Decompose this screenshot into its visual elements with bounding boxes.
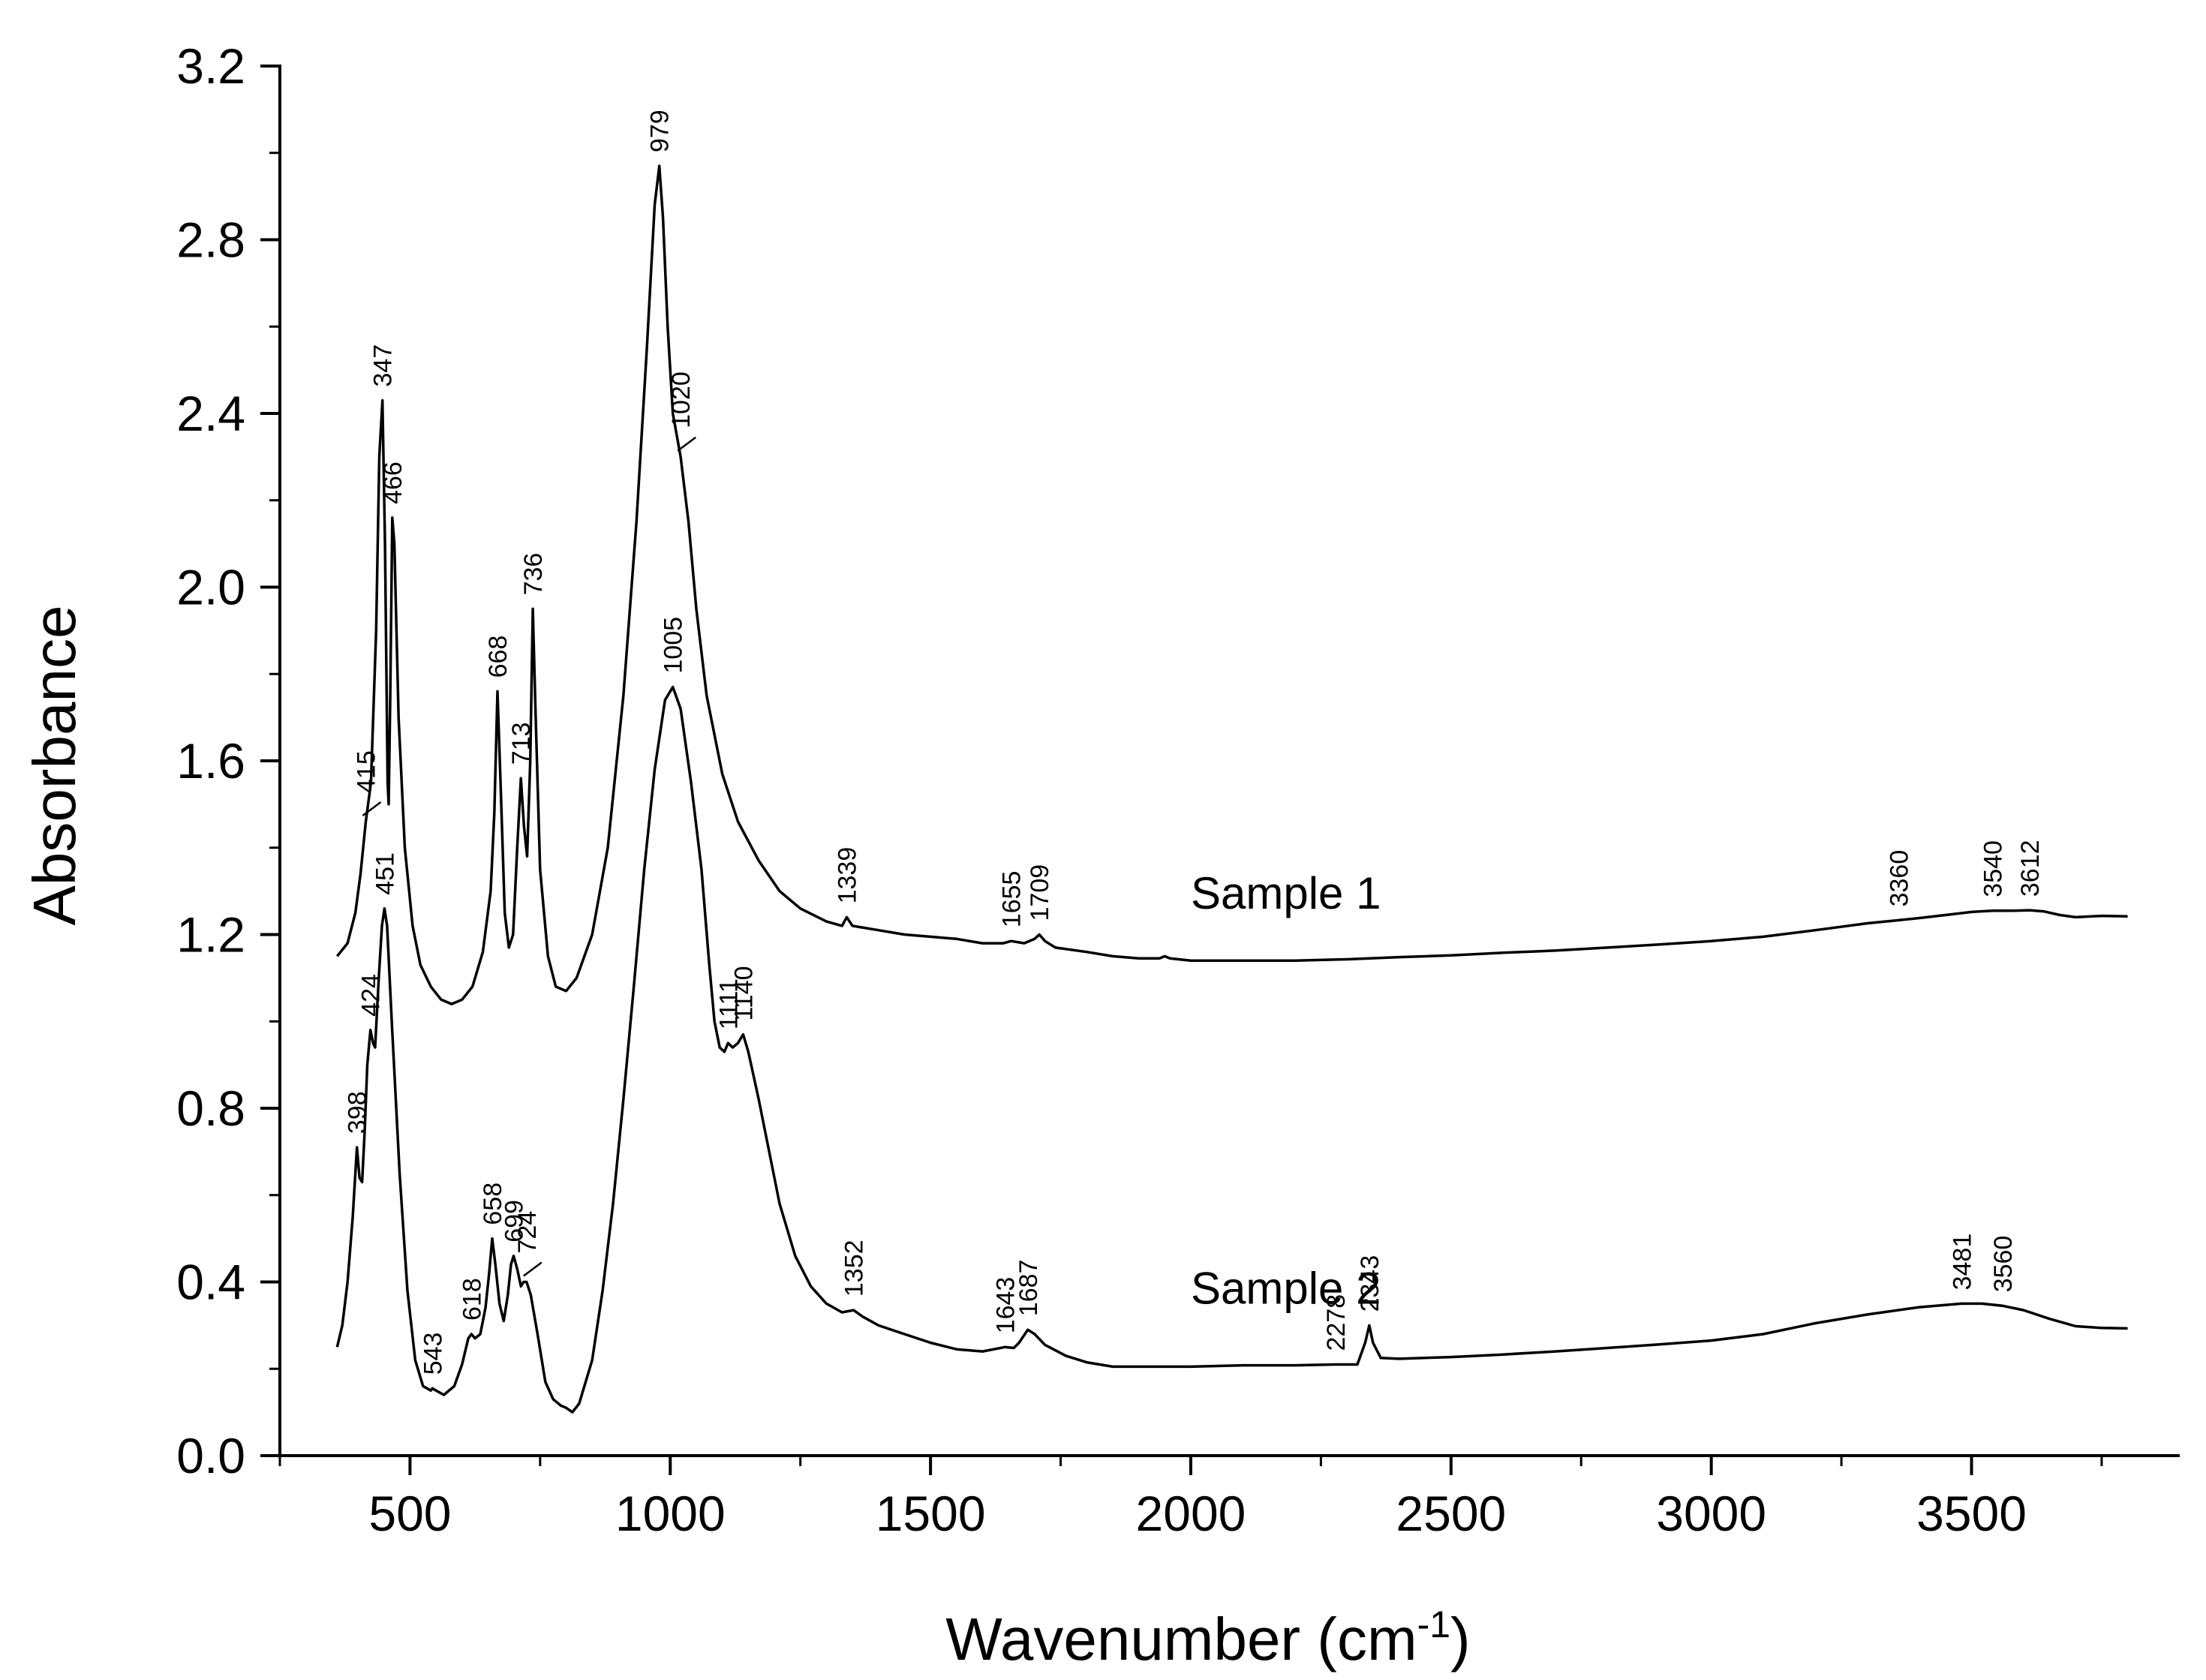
peak-label-543: 543 xyxy=(419,1333,447,1375)
x-tick-label: 3500 xyxy=(1916,1486,2027,1541)
peak-leader-line xyxy=(523,1261,542,1277)
y-tick-label: 1.2 xyxy=(176,907,245,963)
axes: 500 1000 1500 2000 2500 3000 3500 0.0 0.4 0.8 1.2 1… xyxy=(176,38,2180,1541)
x-tick-label: 2000 xyxy=(1136,1486,1246,1541)
peak-label-2278: 2278 xyxy=(1322,1294,1351,1351)
y-tick-label: 0.4 xyxy=(176,1255,245,1310)
peak-label-1643: 1643 xyxy=(991,1277,1020,1334)
y-tick-label: 2.8 xyxy=(176,212,245,268)
series-label-1: Sample 1 xyxy=(1191,868,1381,918)
y-tick-label: 1.6 xyxy=(176,733,245,789)
x-tick-label: 2500 xyxy=(1396,1486,1506,1541)
peak-label-451: 451 xyxy=(371,852,399,895)
peak-label-668: 668 xyxy=(484,636,512,678)
peak-label-736: 736 xyxy=(519,553,548,596)
x-tick-label: 500 xyxy=(368,1486,451,1541)
series-line-1 xyxy=(335,164,2128,1005)
y-tick-label: 0.0 xyxy=(176,1428,245,1483)
y-tick-label: 2.0 xyxy=(176,560,245,615)
peak-label-3612: 3612 xyxy=(2016,840,2045,897)
y-tick-label: 3.2 xyxy=(176,38,245,94)
annotation-layer: 347 466 415 668 713 736 979 1020 1339 1655 1709 336… xyxy=(344,110,2045,1375)
peak-label-2343: 2343 xyxy=(1356,1255,1384,1312)
peak-label-1352: 1352 xyxy=(840,1240,869,1297)
peak-label-658: 658 xyxy=(479,1183,507,1225)
peak-label-1111: 1111 xyxy=(714,978,743,1029)
series-label-2: Sample 2 xyxy=(1191,1263,1381,1313)
peak-label-1687: 1687 xyxy=(1014,1260,1043,1317)
peak-label-1020: 1020 xyxy=(667,371,696,428)
peak-label-466: 466 xyxy=(379,461,407,504)
peak-label-347: 347 xyxy=(369,344,398,387)
y-tick-label: 2.4 xyxy=(176,386,245,441)
x-axis-title-main: Wavenumber (cm xyxy=(945,1606,1417,1672)
x-axis-title-superscript: -1 xyxy=(1417,1603,1450,1645)
peak-label-3481: 3481 xyxy=(1948,1234,1976,1291)
peak-label-1339: 1339 xyxy=(833,847,861,904)
peak-label-724: 724 xyxy=(513,1211,542,1254)
x-axis-title-suffix: ) xyxy=(1450,1606,1471,1672)
x-tick-label: 1000 xyxy=(615,1486,726,1541)
peak-label-1140: 1140 xyxy=(729,966,758,1020)
peak-label-1709: 1709 xyxy=(1026,864,1054,921)
peak-leader-line xyxy=(362,801,382,817)
series-layer: Sample 1 Sample 2 xyxy=(335,164,2128,1414)
x-axis-title: Wavenumber (cm-1) xyxy=(945,1603,1470,1672)
peak-label-424: 424 xyxy=(357,974,386,1017)
peak-label-979: 979 xyxy=(646,110,675,152)
peak-label-415: 415 xyxy=(353,750,381,793)
y-tick-label: 0.8 xyxy=(176,1080,245,1136)
x-tick-label: 3000 xyxy=(1656,1486,1766,1541)
peak-label-713: 713 xyxy=(507,722,536,765)
x-tick-label: 1500 xyxy=(876,1486,986,1541)
peak-label-618: 618 xyxy=(458,1278,486,1321)
peak-label-3560: 3560 xyxy=(1989,1236,2018,1293)
peak-label-1005: 1005 xyxy=(660,617,688,674)
peak-label-3540: 3540 xyxy=(1979,840,2007,897)
peak-label-1655: 1655 xyxy=(998,871,1026,928)
peak-label-398: 398 xyxy=(344,1091,372,1134)
peak-label-699: 699 xyxy=(500,1200,529,1243)
series-line-2 xyxy=(335,685,2128,1414)
peak-leader-line xyxy=(677,436,696,452)
peak-label-3360: 3360 xyxy=(1885,850,1913,907)
y-axis-title: Absorbance xyxy=(21,606,88,926)
